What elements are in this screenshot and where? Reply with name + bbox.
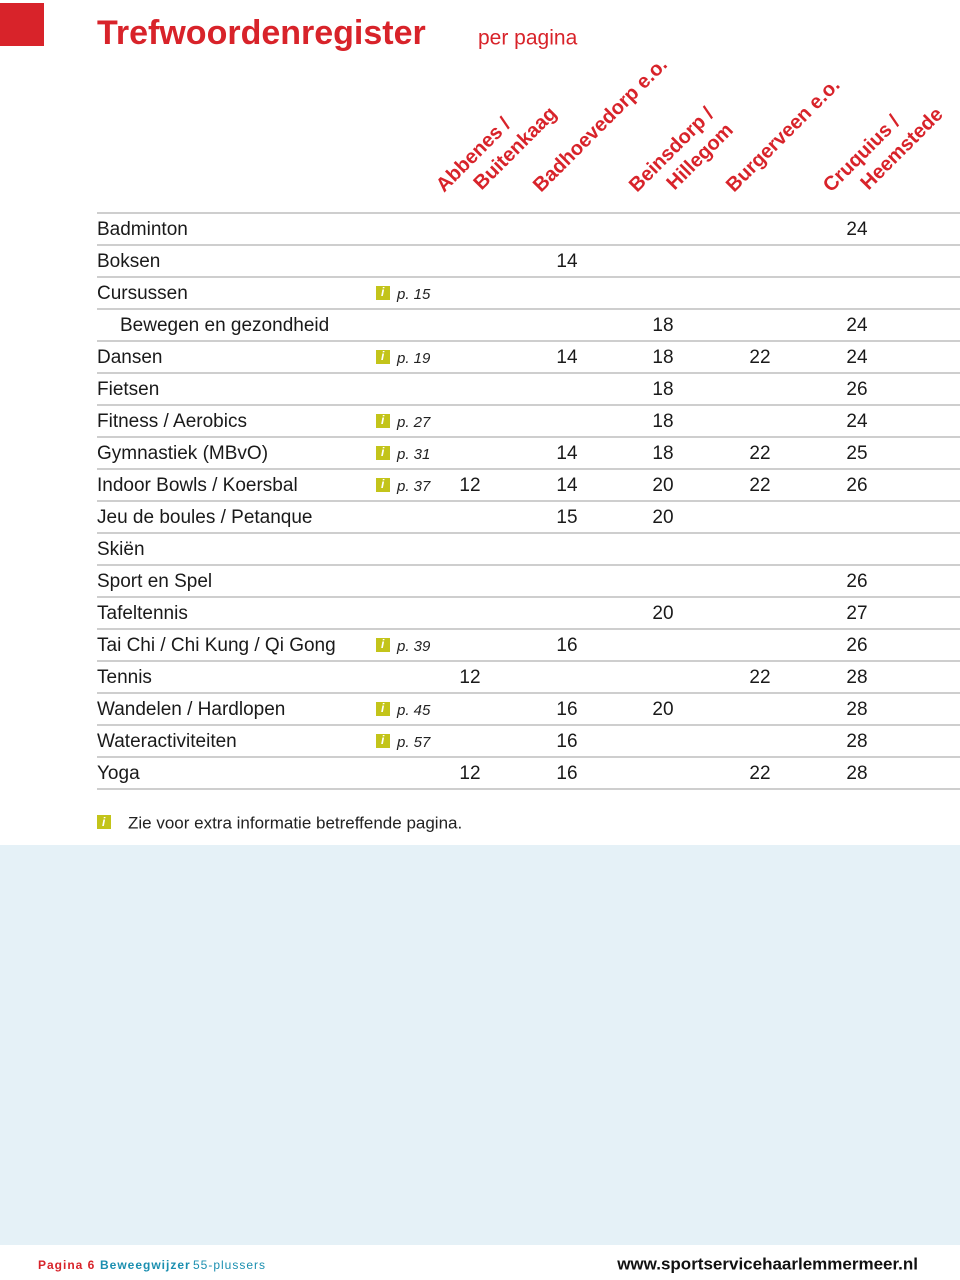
info-icon: [97, 815, 111, 829]
info-icon: [376, 734, 390, 748]
note: Zie voor extra informatie betreffende pa…: [128, 813, 462, 832]
footer-url: www.sportservicehaarlemmermeer.nl: [616, 1254, 918, 1273]
row-name: Skiën: [97, 539, 145, 560]
cell-value: 20: [652, 475, 673, 496]
row-name: Fitness / Aerobics: [97, 411, 247, 432]
row-name: Jeu de boules / Petanque: [97, 507, 313, 528]
info-icon-letter: i: [381, 701, 385, 715]
info-icon: [376, 446, 390, 460]
info-icon-letter: i: [102, 815, 106, 829]
info-icon: [376, 414, 390, 428]
cell-value: 16: [556, 731, 577, 752]
cell-value: 12: [459, 763, 480, 784]
cell-value: 28: [846, 763, 867, 784]
cell-value: 18: [652, 379, 673, 400]
info-page: p. 57: [396, 734, 431, 751]
cell-value: 26: [846, 475, 867, 496]
cell-value: 24: [846, 219, 868, 240]
info-icon: [376, 286, 390, 300]
cell-value: 24: [846, 347, 868, 368]
cell-value: 12: [459, 475, 480, 496]
corner-block: [0, 3, 44, 46]
row-name: Tafeltennis: [97, 603, 188, 624]
row-name: Dansen: [97, 347, 163, 368]
cell-value: 26: [846, 635, 867, 656]
cell-value: 12: [459, 667, 480, 688]
cell-value: 14: [556, 475, 578, 496]
footer-brand: Beweegwijzer: [100, 1258, 191, 1272]
cell-value: 26: [846, 379, 867, 400]
row-name: Badminton: [97, 219, 188, 240]
info-page: p. 39: [396, 638, 431, 655]
row-name: Fietsen: [97, 379, 159, 400]
cell-value: 18: [652, 443, 673, 464]
row-name: Bewegen en gezondheid: [120, 315, 329, 336]
cell-value: 14: [556, 251, 578, 272]
cell-value: 20: [652, 507, 673, 528]
cell-value: 22: [749, 443, 770, 464]
cell-value: 28: [846, 667, 867, 688]
subtitle: per pagina: [478, 27, 578, 50]
cell-value: 22: [749, 667, 770, 688]
info-page: p. 15: [396, 286, 431, 303]
column-header: Beinsdorp /Hillegom: [625, 103, 738, 197]
info-icon-letter: i: [381, 445, 385, 459]
cell-value: 16: [556, 635, 577, 656]
info-page: p. 45: [396, 702, 431, 719]
info-icon-letter: i: [381, 637, 385, 651]
cell-value: 22: [749, 347, 770, 368]
info-icon: [376, 350, 390, 364]
info-page: p. 37: [396, 478, 431, 495]
row-name: Yoga: [97, 763, 140, 784]
info-page: p. 27: [396, 414, 431, 431]
row-name: Indoor Bowls / Koersbal: [97, 475, 298, 496]
footer-page: Pagina 6: [38, 1258, 95, 1272]
cell-value: 28: [846, 731, 867, 752]
row-name: Boksen: [97, 251, 160, 272]
cell-value: 15: [556, 507, 577, 528]
cell-value: 27: [846, 603, 867, 624]
cell-value: 18: [652, 411, 673, 432]
cell-value: 14: [556, 347, 578, 368]
cell-value: 25: [846, 443, 867, 464]
row-name: Gymnastiek (MBvO): [97, 443, 268, 464]
info-icon: [376, 638, 390, 652]
info-icon-letter: i: [381, 733, 385, 747]
cell-value: 22: [749, 475, 770, 496]
cell-value: 20: [652, 699, 673, 720]
cell-value: 24: [846, 411, 868, 432]
row-name: Tai Chi / Chi Kung / Qi Gong: [97, 635, 336, 656]
row-name: Wateractiviteiten: [97, 731, 237, 752]
cell-value: 26: [846, 571, 867, 592]
row-name: Tennis: [97, 667, 152, 688]
cell-value: 28: [846, 699, 867, 720]
cell-value: 22: [749, 763, 770, 784]
info-page: p. 19: [396, 350, 431, 367]
info-page: p. 31: [396, 446, 430, 463]
info-icon-letter: i: [381, 285, 385, 299]
row-name: Sport en Spel: [97, 571, 212, 592]
cell-value: 20: [652, 603, 673, 624]
cell-value: 16: [556, 763, 577, 784]
info-icon-letter: i: [381, 477, 385, 491]
info-icon-letter: i: [381, 413, 385, 427]
title: Trefwoordenregister: [97, 14, 426, 52]
info-icon: [376, 478, 390, 492]
row-name: Wandelen / Hardlopen: [97, 699, 285, 720]
info-icon: [376, 702, 390, 716]
cell-value: 14: [556, 443, 578, 464]
cell-value: 16: [556, 699, 577, 720]
cell-value: 24: [846, 315, 868, 336]
background-panel: [0, 845, 960, 1245]
info-icon-letter: i: [381, 349, 385, 363]
row-name: Cursussen: [97, 283, 188, 304]
cell-value: 18: [652, 315, 673, 336]
footer-audience: 55-plussers: [193, 1258, 266, 1272]
column-header: Cruquius /Heemstede: [819, 103, 947, 196]
cell-value: 18: [652, 347, 673, 368]
